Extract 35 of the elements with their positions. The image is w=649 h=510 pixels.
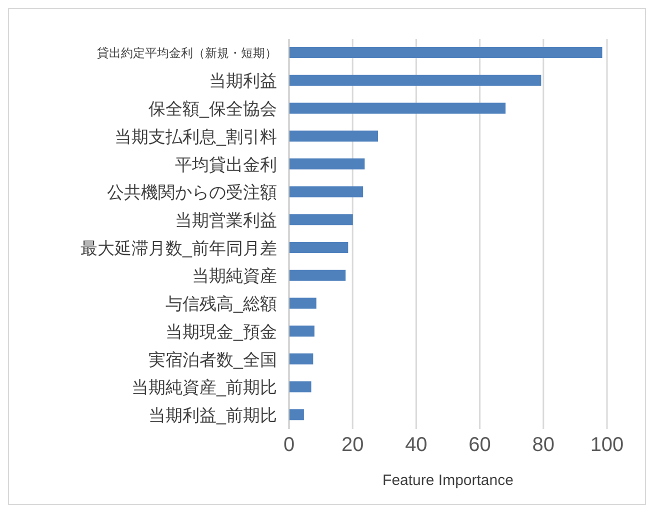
y-tick-label: 当期営業利益 — [175, 211, 277, 230]
x-tick-label: 20 — [341, 434, 364, 456]
x-tick-label: 60 — [468, 434, 491, 456]
bar — [289, 102, 506, 114]
bar — [289, 242, 348, 253]
y-tick-label: 保全額_保全協会 — [148, 100, 277, 119]
bar — [289, 298, 316, 309]
x-tick-label: 0 — [283, 434, 295, 456]
y-tick-label: 実宿泊者数_全国 — [148, 350, 277, 370]
bar — [289, 214, 353, 226]
bar — [289, 353, 314, 364]
y-tick-label: 当期支払利息_割引料 — [114, 127, 277, 146]
y-tick-label: 公共機関からの受注額 — [107, 183, 277, 202]
x-tick-label: 100 — [590, 434, 624, 456]
bar — [289, 270, 346, 281]
bar — [289, 409, 304, 420]
y-tick-label: 当期利益 — [209, 72, 277, 91]
bar — [289, 158, 365, 170]
y-tick-label: 最大延滞月数_前年同月差 — [80, 238, 277, 258]
y-tick-label: 当期純資産_前期比 — [132, 378, 277, 398]
bar — [289, 186, 364, 198]
x-tick-label: 40 — [405, 434, 428, 456]
y-tick-label: 貸出約定平均金利（新規・短期） — [97, 46, 277, 60]
y-tick-label: 平均貸出金利 — [175, 155, 277, 174]
y-tick-label: 与信残高_総額 — [166, 294, 277, 314]
y-tick-label: 当期利益_前期比 — [148, 406, 277, 426]
x-tick-label: 80 — [532, 434, 555, 456]
x-axis-title: Feature Importance — [382, 472, 514, 489]
bar — [289, 381, 312, 392]
bar — [289, 326, 314, 337]
bar — [289, 47, 602, 58]
bar — [289, 130, 378, 142]
y-tick-label: 当期純資産 — [192, 266, 277, 286]
bar — [289, 74, 542, 86]
y-tick-label: 当期現金_預金 — [166, 322, 277, 342]
